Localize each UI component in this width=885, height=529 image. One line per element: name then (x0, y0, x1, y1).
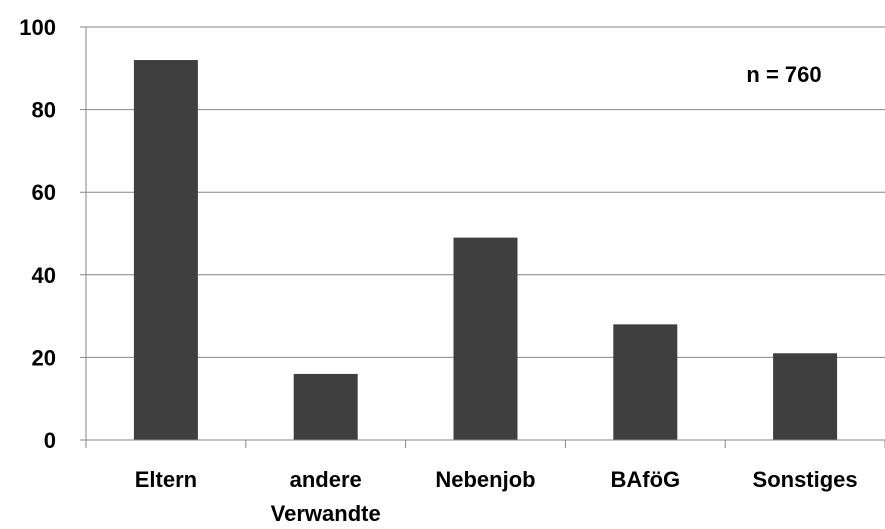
x-category-label: andere (290, 467, 362, 492)
y-tick-label: 40 (32, 263, 56, 288)
sample-size-annotation: n = 760 (746, 62, 821, 87)
axes (80, 27, 885, 448)
x-category-label: Sonstiges (753, 467, 858, 492)
y-tick-label: 100 (19, 15, 56, 40)
y-tick-labels: 0 20 40 60 80 100 (19, 15, 56, 453)
bar (293, 373, 358, 440)
x-category-label: Verwandte (271, 501, 381, 526)
bars (133, 60, 838, 440)
y-tick-label: 20 (32, 345, 56, 370)
x-category-labels: Eltern andere Verwandte Nebenjob BAföG Sonsti… (135, 467, 858, 526)
bar (613, 324, 678, 440)
x-category-label: BAföG (610, 467, 680, 492)
bar (133, 60, 198, 440)
x-category-label: Nebenjob (435, 467, 535, 492)
y-tick-label: 0 (44, 428, 56, 453)
y-tick-label: 80 (32, 98, 56, 123)
y-tick-label: 60 (32, 180, 56, 205)
gridlines (80, 26, 885, 358)
bar (453, 237, 518, 440)
bar (773, 353, 838, 440)
x-category-label: Eltern (135, 467, 197, 492)
